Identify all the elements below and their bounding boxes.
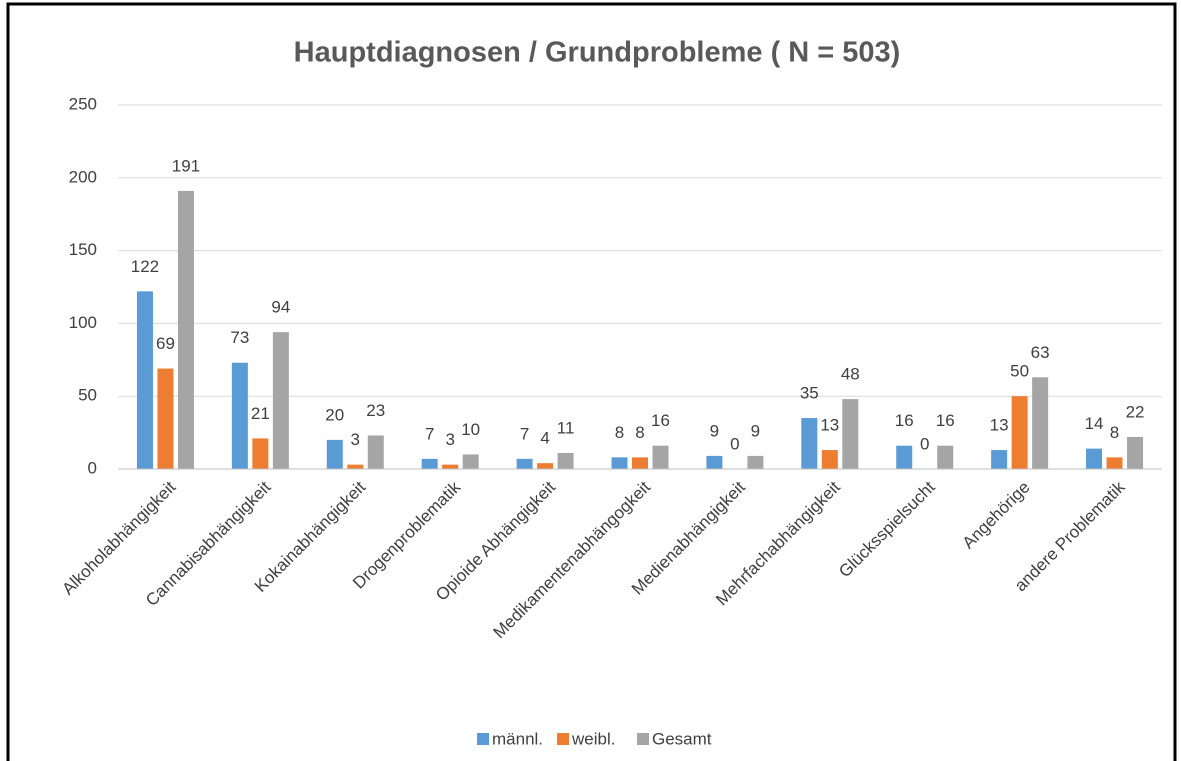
legend-label: Gesamt <box>652 729 712 748</box>
bar <box>421 458 438 469</box>
bar <box>821 450 838 469</box>
bar <box>442 464 459 469</box>
bar <box>326 439 343 469</box>
data-label: 4 <box>540 429 549 448</box>
data-label: 20 <box>325 405 344 424</box>
data-label: 69 <box>156 334 175 353</box>
bar <box>611 457 628 469</box>
data-label: 14 <box>1085 414 1104 433</box>
data-label: 0 <box>920 434 929 453</box>
data-label: 50 <box>1010 362 1029 381</box>
bar <box>177 190 194 470</box>
bar <box>1127 436 1144 469</box>
legend-swatch <box>637 733 649 745</box>
y-tick-label: 50 <box>78 386 97 405</box>
bar <box>1086 448 1103 469</box>
y-tick-label: 0 <box>88 458 97 477</box>
legend-label: männl. <box>492 729 543 748</box>
bar <box>1106 457 1123 469</box>
data-label: 16 <box>651 411 670 430</box>
data-label: 16 <box>895 411 914 430</box>
bar <box>157 368 174 469</box>
data-label: 3 <box>445 430 454 449</box>
bar <box>136 291 153 469</box>
data-label: 22 <box>1126 402 1145 421</box>
data-label: 7 <box>520 424 529 443</box>
data-label: 3 <box>351 430 360 449</box>
data-label: 13 <box>820 416 839 435</box>
data-label: 94 <box>271 298 290 317</box>
legend-swatch <box>557 733 569 745</box>
chart-frame <box>6 2 1177 761</box>
data-label: 191 <box>172 156 200 175</box>
bar <box>462 454 479 469</box>
bar <box>632 457 648 469</box>
bar <box>937 445 954 469</box>
data-label: 8 <box>635 423 644 442</box>
data-label: 21 <box>251 404 270 423</box>
chart-title: Hauptdiagnosen / Grundprobleme ( N = 503… <box>294 37 901 69</box>
bar <box>252 438 269 469</box>
data-label: 35 <box>800 384 819 403</box>
bar <box>367 435 384 469</box>
bar <box>231 362 248 469</box>
legend-label: weibl. <box>571 729 615 748</box>
data-label: 10 <box>461 420 480 439</box>
data-label: 9 <box>751 421 760 440</box>
bar <box>347 464 364 469</box>
y-tick-label: 250 <box>69 94 97 113</box>
bar <box>557 452 574 469</box>
data-label: 8 <box>1110 423 1119 442</box>
data-label: 122 <box>131 257 159 276</box>
legend-swatch <box>477 733 489 745</box>
y-tick-label: 200 <box>69 167 97 186</box>
bar <box>272 332 289 469</box>
data-label: 7 <box>425 424 434 443</box>
y-tick-label: 100 <box>69 313 97 332</box>
bar <box>516 458 533 469</box>
data-label: 63 <box>1031 343 1050 362</box>
bar <box>747 455 764 469</box>
bar <box>896 445 913 469</box>
data-label: 23 <box>366 401 385 420</box>
bar <box>1032 377 1049 469</box>
data-label: 73 <box>230 328 249 347</box>
bar <box>991 450 1008 469</box>
data-label: 0 <box>730 434 739 453</box>
bar <box>652 445 669 469</box>
bar <box>1011 396 1028 469</box>
y-tick-label: 150 <box>69 240 97 259</box>
data-label: 48 <box>841 365 860 384</box>
data-label: 9 <box>710 421 719 440</box>
data-label: 13 <box>990 416 1009 435</box>
data-label: 11 <box>557 418 575 437</box>
data-label: 8 <box>615 423 624 442</box>
bar <box>706 455 723 469</box>
bar <box>842 399 859 469</box>
data-label: 16 <box>936 411 955 430</box>
bar <box>801 418 818 469</box>
bar <box>537 463 554 469</box>
